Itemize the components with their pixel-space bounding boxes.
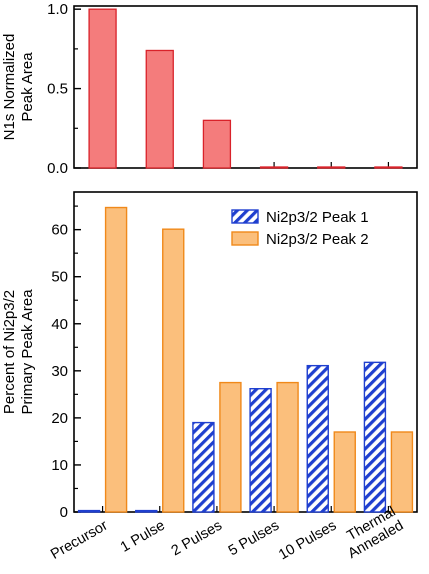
bar-peak2 — [276, 381, 299, 513]
legend-swatch-peak2 — [231, 231, 259, 246]
bar-peak1 — [306, 364, 329, 513]
legend-label-peak1: Ni2p3/2 Peak 1 — [266, 209, 369, 226]
bottom-ytick-label: 0 — [60, 504, 68, 521]
category-label: Precursor — [48, 518, 111, 563]
bar-peak1 — [77, 509, 101, 513]
legend-label-peak2: Ni2p3/2 Peak 2 — [266, 231, 369, 248]
bar-peak2 — [219, 381, 242, 513]
bottom-ytick-label: 30 — [51, 363, 68, 380]
top-ylabel-line2: Peak Area — [19, 52, 36, 122]
bar-peak1 — [135, 509, 158, 513]
bar-peak1 — [249, 388, 272, 513]
bottom-ytick-label: 10 — [51, 457, 68, 474]
top-ytick-label: 1.0 — [47, 1, 68, 18]
bottom-ytick-label: 60 — [51, 222, 68, 239]
bar-peak2 — [390, 431, 414, 513]
top-bar — [259, 166, 289, 169]
bottom-plot-frame — [73, 191, 418, 513]
bar-peak2 — [104, 206, 128, 513]
top-bar — [374, 166, 403, 169]
category-label: 5 Pulses — [226, 518, 282, 560]
top-plot-frame — [73, 5, 418, 169]
top-bar — [88, 8, 117, 169]
bar-peak1 — [363, 361, 387, 513]
bottom-ylabel-line1: Percent of Ni2p3/2 — [1, 290, 18, 414]
bar-peak2 — [333, 431, 356, 513]
top-ytick-label: 0.0 — [47, 160, 68, 177]
bottom-ytick-label: 40 — [51, 316, 68, 333]
category-label: 2 Pulses — [169, 518, 225, 560]
bottom-ytick-label: 20 — [51, 410, 68, 427]
top-ylabel-line1: N1s Normalized — [1, 34, 18, 141]
top-bar — [202, 119, 232, 169]
top-bar — [317, 166, 346, 169]
top-bar — [145, 49, 174, 169]
bottom-ylabel-line2: Primary Peak Area — [19, 289, 36, 415]
bar-peak2 — [162, 228, 185, 513]
legend-swatch-peak1 — [231, 209, 259, 224]
category-label: 10 Pulses — [276, 518, 339, 564]
bar-peak1 — [192, 421, 215, 513]
bottom-ytick-label: 50 — [51, 269, 68, 286]
top-ytick-label: 0.5 — [47, 81, 68, 98]
category-label: 1 Pulse — [118, 518, 168, 556]
